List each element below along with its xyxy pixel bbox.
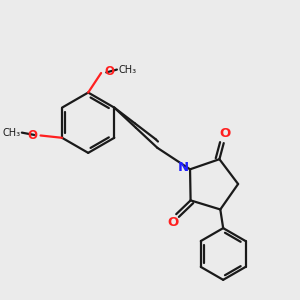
Text: O: O xyxy=(104,65,114,78)
Text: CH₃: CH₃ xyxy=(2,128,20,138)
Text: CH₃: CH₃ xyxy=(118,64,136,75)
Text: O: O xyxy=(220,127,231,140)
Text: N: N xyxy=(178,161,189,174)
Text: O: O xyxy=(167,217,178,230)
Text: O: O xyxy=(27,129,37,142)
